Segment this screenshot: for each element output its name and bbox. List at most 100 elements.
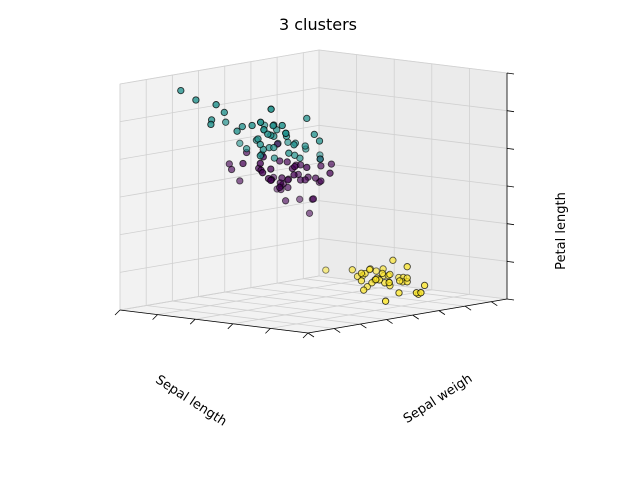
grid-line-x: [198, 296, 387, 320]
data-point-cluster_2: [372, 267, 380, 275]
data-point-cluster_0: [236, 177, 244, 185]
data-point-cluster_1: [310, 130, 318, 139]
grid-line-z: [119, 162, 320, 198]
grid-line-z: [318, 200, 508, 225]
data-point-cluster_1: [284, 138, 292, 146]
data-point-cluster_2: [395, 289, 403, 297]
x-tick: [464, 305, 472, 311]
data-point-cluster_1: [278, 121, 286, 130]
z-tick: [506, 260, 515, 263]
y-tick: [114, 309, 121, 316]
data-point-cluster_1: [291, 151, 299, 159]
data-point-cluster_0: [256, 159, 264, 168]
grid-line-z: [318, 275, 508, 300]
data-point-cluster_0: [227, 165, 236, 174]
grid-line-x: [172, 300, 361, 325]
grid-line-x: [224, 291, 413, 316]
data-point-cluster_1: [192, 96, 200, 104]
grid-line-z: [318, 237, 508, 262]
y-tick: [189, 318, 196, 325]
data-point-cluster_1: [290, 141, 298, 149]
tick-marks: [114, 72, 515, 339]
z-tick: [506, 147, 515, 150]
data-point-cluster_0: [276, 183, 284, 192]
chart-title: 3 clusters: [279, 15, 357, 34]
data-point-cluster_1: [242, 145, 251, 153]
grid-line-z: [318, 124, 508, 149]
data-point-cluster_0: [305, 209, 314, 217]
z-tick: [506, 72, 515, 75]
data-point-cluster_0: [239, 159, 247, 168]
grid-line-x: [250, 287, 439, 312]
data-point-cluster_0: [258, 169, 267, 177]
grid-line-z: [119, 200, 320, 236]
data-point-cluster_1: [315, 137, 324, 145]
data-point-cluster_1: [238, 122, 246, 131]
data-point-cluster_2: [396, 277, 404, 285]
data-point-cluster_1: [220, 108, 228, 117]
data-point-cluster_0: [284, 176, 292, 184]
data-point-cluster_2: [378, 269, 387, 278]
x-axis-line: [307, 298, 508, 334]
data-point-cluster_0: [327, 160, 336, 168]
data-point-cluster_0: [267, 176, 275, 185]
y-tick: [302, 332, 309, 339]
z-tick: [506, 110, 515, 113]
data-point-cluster_2: [403, 263, 411, 271]
grid-line-z: [119, 237, 320, 273]
data-point-cluster_0: [267, 165, 275, 173]
data-point-cluster_1: [212, 101, 220, 109]
grid-lines: [119, 49, 508, 334]
x-tick: [333, 328, 341, 333]
data-point-cluster_2: [357, 269, 366, 277]
x-tick: [438, 310, 446, 315]
x-tick: [491, 301, 498, 307]
data-point-cluster_2: [322, 266, 330, 274]
y-axis-label: Sepal weigh: [401, 371, 475, 427]
data-point-cluster_1: [301, 142, 309, 150]
y-tick: [265, 328, 271, 334]
y-axis-line: [119, 309, 309, 334]
data-point-cluster_2: [381, 297, 390, 305]
grid-line-z: [119, 49, 320, 85]
data-point-cluster_2: [348, 266, 356, 274]
data-point-cluster_0: [283, 158, 291, 166]
data-point-cluster_1: [285, 149, 293, 157]
data-point-cluster_0: [326, 169, 334, 177]
grid-line-z: [318, 162, 508, 187]
data-point-cluster_1: [256, 152, 264, 160]
data-point-cluster_2: [403, 274, 411, 282]
x-tick: [412, 314, 419, 320]
grid-line-z: [119, 275, 320, 311]
grid-line-z: [318, 87, 508, 112]
grid-line-y: [270, 294, 470, 329]
z-tick: [506, 223, 515, 226]
data-point-cluster_1: [264, 130, 272, 138]
data-point-cluster_2: [420, 281, 429, 290]
data-point-cluster_0: [281, 197, 290, 205]
data-point-cluster_1: [236, 139, 244, 147]
data-point-cluster_1: [270, 154, 279, 162]
data-point-cluster_2: [365, 265, 374, 274]
data-point-cluster_2: [386, 270, 394, 279]
x-tick: [386, 319, 393, 324]
data-points: [177, 86, 429, 305]
data-point-cluster_2: [389, 256, 397, 264]
data-point-cluster_0: [303, 163, 311, 172]
data-point-cluster_1: [270, 143, 278, 152]
data-point-cluster_0: [278, 174, 286, 182]
z-tick: [506, 298, 515, 301]
data-point-cluster_1: [256, 140, 264, 149]
data-point-cluster_1: [256, 118, 265, 126]
data-point-cluster_1: [207, 120, 215, 129]
grid-line-z: [318, 49, 508, 74]
z-axis-label: Petal length: [554, 192, 569, 270]
data-point-cluster_1: [222, 118, 230, 126]
data-point-cluster_0: [290, 171, 298, 179]
data-point-cluster_0: [296, 161, 305, 169]
x-tick: [360, 323, 367, 329]
x-tick: [307, 332, 315, 338]
data-point-cluster_1: [303, 114, 311, 123]
